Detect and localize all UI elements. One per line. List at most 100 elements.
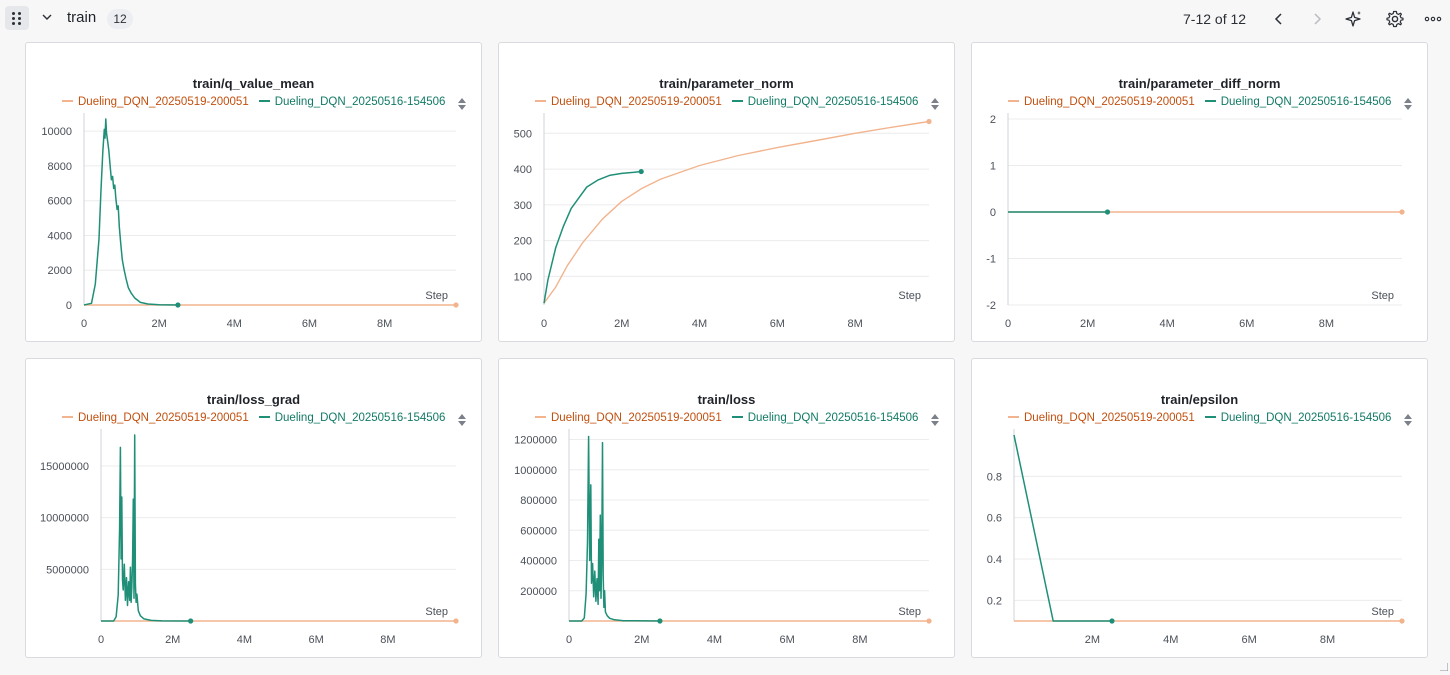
legend-item-series1[interactable]: Dueling_DQN_20250519-200051 (62, 412, 249, 424)
legend-label: Dueling_DQN_20250516-154506 (1220, 96, 1392, 108)
y-tick-label: 300 (514, 200, 532, 212)
legend-sort-icon[interactable] (1403, 413, 1413, 427)
legend-item-series2[interactable]: Dueling_DQN_20250516-154506 (258, 412, 446, 424)
legend-sort-icon[interactable] (930, 413, 940, 427)
legend-swatch (1008, 99, 1019, 102)
series-endpoint-1 (1399, 209, 1405, 215)
chart-legend: Dueling_DQN_20250519-200051 Dueling_DQN_2… (535, 96, 928, 108)
y-tick-label: 10000 (41, 126, 72, 138)
ai-assist-button[interactable] (1343, 8, 1365, 30)
more-icon (1424, 16, 1442, 22)
y-tick-label: 400 (514, 164, 532, 176)
y-tick-label: 2 (990, 114, 996, 126)
x-axis-label: Step (1371, 606, 1394, 618)
legend-sort-icon[interactable] (1403, 97, 1413, 111)
x-tick-label: 4M (707, 634, 722, 646)
next-page-button[interactable] (1306, 8, 1328, 30)
legend-swatch (535, 415, 546, 418)
series-endpoint-1 (926, 618, 932, 624)
drag-handle-icon[interactable] (5, 6, 29, 30)
legend-item-series1[interactable]: Dueling_DQN_20250519-200051 (62, 96, 249, 108)
legend-item-series2[interactable]: Dueling_DQN_20250516-154506 (1204, 412, 1391, 424)
chart-title: train/q_value_mean (192, 76, 315, 91)
legend-sort-icon[interactable] (457, 413, 467, 427)
chart-panel-parameter-norm[interactable]: train/parameter_norm Dueling_DQN_20250519… (498, 42, 955, 342)
x-axis-label: Step (898, 606, 921, 618)
x-tick-label: 8M (847, 318, 862, 330)
y-tick-label: 1000000 (514, 465, 557, 477)
legend-item-series2[interactable]: Dueling_DQN_20250516-154506 (731, 412, 919, 424)
x-tick-label: 8M (852, 634, 867, 646)
legend-sort-icon[interactable] (930, 97, 940, 111)
chart-panel-loss[interactable]: train/loss Dueling_DQN_20250519-200051 Due… (498, 358, 955, 658)
x-tick-label: 2M (165, 634, 180, 646)
x-tick-label: 8M (1319, 318, 1334, 330)
x-tick-label: 6M (1242, 634, 1257, 646)
chevron-down-icon[interactable] (40, 10, 54, 24)
more-options-button[interactable] (1422, 8, 1444, 30)
legend-item-series2[interactable]: Dueling_DQN_20250516-154506 (1204, 96, 1392, 108)
chart-plot: 0.2 0.4 0.6 0.8 2M 4M 6M 8M Step (987, 429, 1405, 646)
resize-handle-icon[interactable] (1440, 663, 1448, 671)
legend-item-series2[interactable]: Dueling_DQN_20250516-154506 (731, 96, 918, 108)
chart-panel-parameter-diff-norm[interactable]: train/parameter_diff_norm Dueling_DQN_202… (971, 42, 1428, 342)
chart-panel-epsilon[interactable]: train/epsilon Dueling_DQN_20250519-200051… (971, 358, 1428, 658)
y-tick-label: 600000 (520, 525, 557, 537)
y-tick-label: 4000 (48, 230, 72, 242)
x-tick-label: 6M (302, 318, 317, 330)
chart-title: train/loss_grad (206, 392, 301, 407)
x-tick-label: 0 (1005, 318, 1011, 330)
y-tick-label: 15000000 (40, 461, 89, 473)
x-tick-label: 0 (81, 318, 87, 330)
legend-swatch (62, 99, 73, 102)
legend-label: Dueling_DQN_20250519-200051 (551, 96, 722, 108)
legend-item-series2[interactable]: Dueling_DQN_20250516-154506 (258, 96, 445, 108)
legend-label: Dueling_DQN_20250516-154506 (274, 412, 446, 424)
chevron-right-icon (1314, 13, 1322, 25)
series-line-2 (83, 118, 178, 306)
chevron-left-icon (1274, 13, 1282, 25)
y-tick-label: 500 (514, 128, 532, 140)
legend-swatch (535, 99, 546, 102)
legend-item-series1[interactable]: Dueling_DQN_20250519-200051 (535, 96, 722, 108)
x-tick-label: 4M (1160, 318, 1175, 330)
legend-item-series1[interactable]: Dueling_DQN_20250519-200051 (1008, 412, 1195, 424)
prev-page-button[interactable] (1268, 8, 1290, 30)
legend-swatch (1204, 415, 1216, 418)
legend-sort-icon[interactable] (457, 97, 467, 111)
series-endpoint-1 (1399, 618, 1405, 624)
legend-item-series1[interactable]: Dueling_DQN_20250519-200051 (1008, 96, 1195, 108)
series-line-2 (1013, 434, 1112, 622)
y-tick-label: 0.6 (987, 513, 1002, 525)
y-tick-label: 200000 (520, 586, 557, 598)
chart-title: train/parameter_diff_norm (1118, 76, 1281, 91)
x-tick-label: 0 (98, 634, 104, 646)
legend-swatch (731, 99, 743, 102)
y-tick-label: 2000 (48, 265, 72, 277)
y-tick-label: 6000 (48, 196, 72, 208)
chart-legend: Dueling_DQN_20250519-200051 Dueling_DQN_2… (535, 412, 928, 424)
settings-button[interactable] (1384, 8, 1406, 30)
y-tick-label: 8000 (48, 161, 72, 173)
y-tick-label: 0.4 (987, 554, 1002, 566)
section-title[interactable]: train (67, 9, 97, 26)
y-tick-label: 1 (990, 161, 996, 173)
chart-plot: -2 -1 0 1 2 0 2M 4M 6M 8M Step (986, 113, 1405, 330)
chart-plot: 200000 400000 600000 800000 1000000 1200000 0 2… (514, 429, 932, 646)
series-endpoint-2 (1104, 209, 1111, 215)
legend-label: Dueling_DQN_20250516-154506 (747, 412, 919, 424)
chart-panel-loss-grad[interactable]: train/loss_grad Dueling_DQN_20250519-2000… (25, 358, 482, 658)
series-endpoint-1 (453, 618, 459, 624)
x-tick-label: 6M (1239, 318, 1254, 330)
gear-icon (1386, 10, 1404, 28)
y-tick-label: 1200000 (514, 435, 557, 447)
chart-plot: 5000000 10000000 15000000 0 2M 4M 6M 8M Step (40, 429, 459, 646)
legend-item-series1[interactable]: Dueling_DQN_20250519-200051 (535, 412, 722, 424)
y-tick-label: 200 (514, 236, 532, 248)
pagination-label: 7-12 of 12 (1183, 11, 1247, 27)
x-tick-label: 6M (770, 318, 785, 330)
chart-title: train/loss (697, 392, 756, 407)
chart-panel-q-value-mean[interactable]: train/q_value_mean Dueling_DQN_20250519-2… (25, 42, 482, 342)
y-tick-label: 0 (66, 300, 72, 312)
series-line-2 (101, 434, 191, 622)
